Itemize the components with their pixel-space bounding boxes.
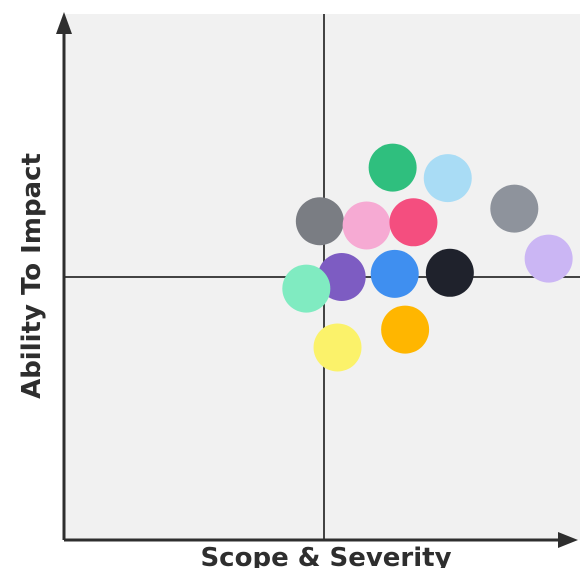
data-point-6 xyxy=(342,201,391,250)
y-axis-arrow-icon xyxy=(56,12,72,34)
x-axis-arrow-icon xyxy=(558,532,578,548)
data-point-2 xyxy=(423,154,472,203)
data-points xyxy=(282,143,573,372)
data-point-3 xyxy=(490,184,539,233)
data-point-12 xyxy=(313,323,362,372)
data-point-9 xyxy=(370,249,419,298)
data-point-13 xyxy=(381,305,430,354)
data-point-1 xyxy=(368,143,417,192)
data-point-5 xyxy=(295,197,344,246)
data-point-10 xyxy=(425,248,474,297)
data-point-7 xyxy=(389,198,438,247)
data-point-11 xyxy=(282,264,331,313)
data-point-4 xyxy=(524,234,573,283)
y-axis-label: Ability To Impact xyxy=(17,153,47,399)
x-axis-label: Scope & Severity xyxy=(200,543,451,568)
